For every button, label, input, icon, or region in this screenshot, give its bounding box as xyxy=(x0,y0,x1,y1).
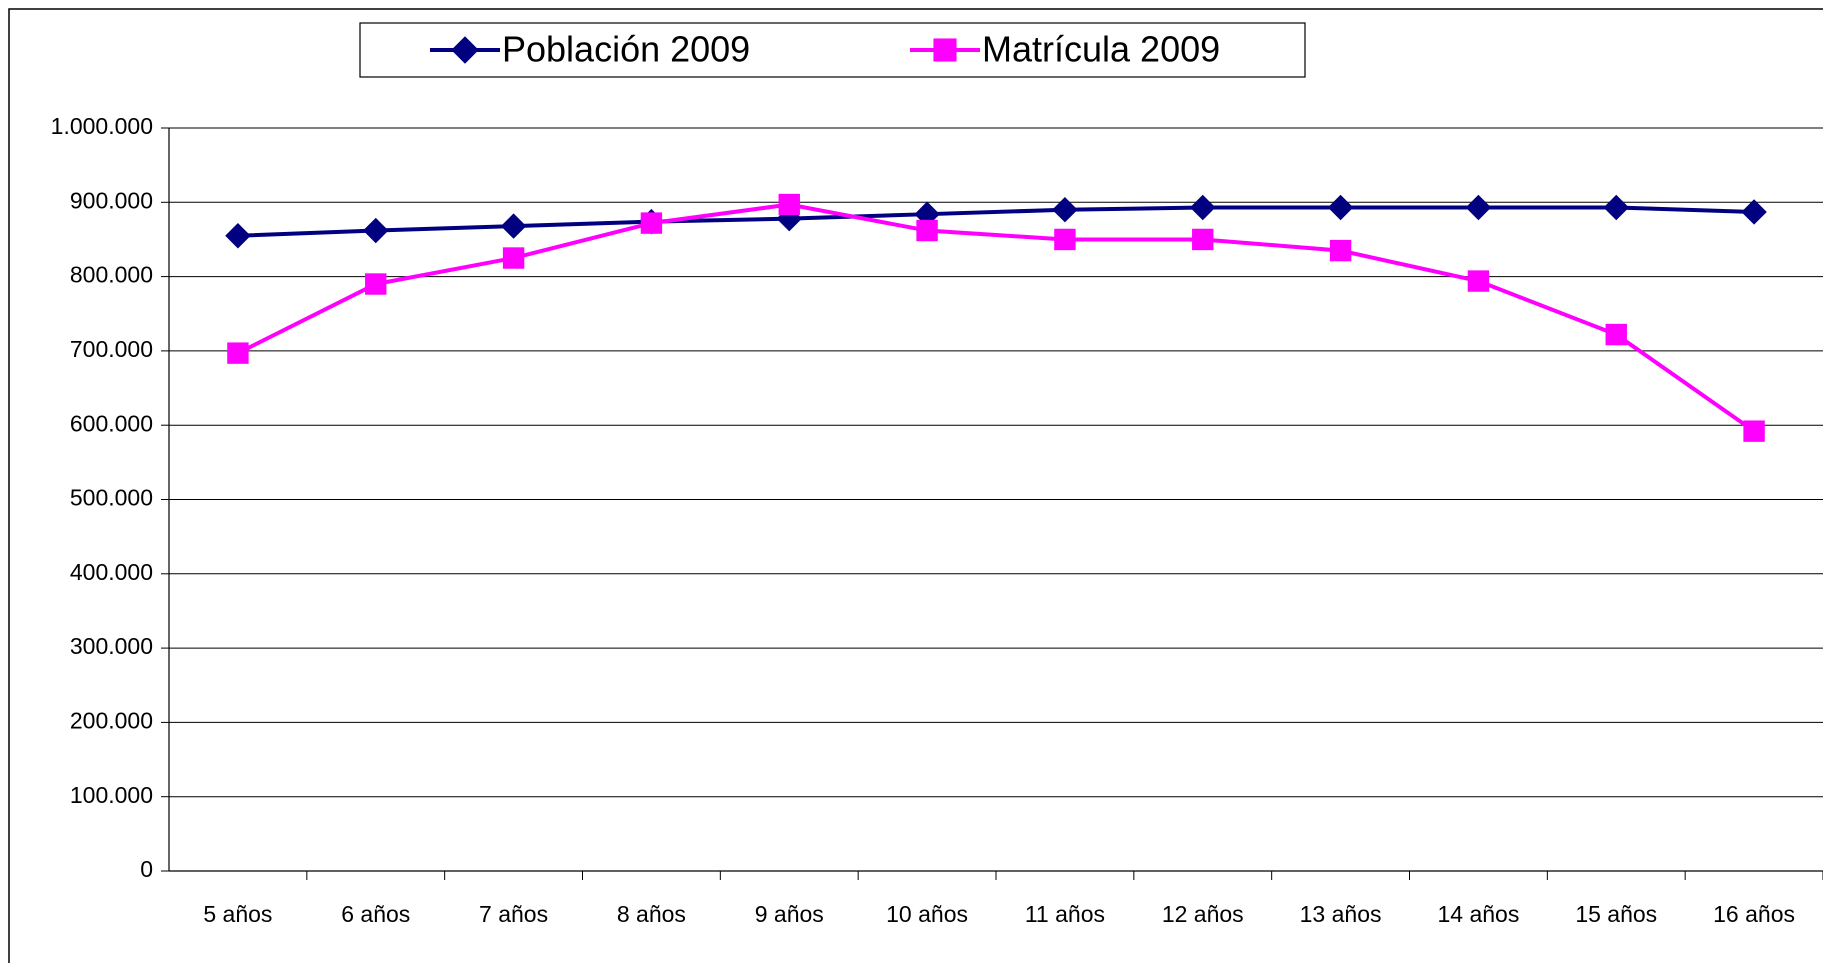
chart-border xyxy=(8,8,1823,968)
legend-marker xyxy=(933,38,957,62)
x-tick-label: 14 años xyxy=(1437,901,1519,927)
data-point xyxy=(1741,199,1767,225)
y-tick-label: 100.000 xyxy=(70,782,153,808)
y-tick-label: 0 xyxy=(140,856,153,882)
data-point xyxy=(1467,270,1490,292)
data-point xyxy=(1603,194,1629,221)
y-tick-label: 500.000 xyxy=(70,485,153,511)
x-tick-label: 8 años xyxy=(617,901,686,927)
data-point xyxy=(1605,323,1627,346)
data-point xyxy=(778,193,800,216)
x-tick-label: 6 años xyxy=(341,901,410,927)
data-point xyxy=(1052,197,1078,223)
legend-marker xyxy=(451,36,479,64)
series-line xyxy=(237,202,1756,433)
x-tick-label: 10 años xyxy=(886,901,968,927)
legend-label: Población 2009 xyxy=(502,29,750,70)
data-point xyxy=(1190,194,1216,221)
data-point xyxy=(227,342,249,364)
x-tick-label: 7 años xyxy=(479,901,548,927)
data-point xyxy=(365,273,387,295)
y-tick-label: 900.000 xyxy=(70,187,153,213)
data-point xyxy=(500,213,527,239)
data-point xyxy=(916,219,938,242)
y-tick-label: 600.000 xyxy=(70,410,153,436)
y-tick-label: 300.000 xyxy=(70,633,153,659)
y-tick-label: 200.000 xyxy=(70,707,153,733)
data-point xyxy=(363,217,389,244)
data-point xyxy=(1465,194,1492,221)
data-point xyxy=(225,223,251,249)
x-tick-label: 16 años xyxy=(1713,901,1795,927)
data-point xyxy=(640,212,663,234)
legend-label: Matrícula 2009 xyxy=(982,29,1220,70)
y-tick-label: 400.000 xyxy=(70,559,153,585)
data-point xyxy=(1743,420,1765,442)
data-point xyxy=(1192,228,1214,251)
y-tick-label: 1.000.000 xyxy=(51,113,153,139)
legend xyxy=(359,22,1306,78)
data-point xyxy=(502,247,525,269)
data-point xyxy=(1327,194,1354,221)
x-tick-label: 15 años xyxy=(1575,901,1657,927)
x-tick-label: 13 años xyxy=(1300,901,1382,927)
x-tick-label: 5 años xyxy=(203,901,272,927)
x-tick-label: 9 años xyxy=(755,901,824,927)
data-point xyxy=(1329,239,1352,262)
series-line xyxy=(237,205,1755,238)
x-tick-label: 12 años xyxy=(1162,901,1244,927)
y-tick-label: 800.000 xyxy=(70,262,153,288)
x-tick-label: 11 años xyxy=(1025,901,1105,927)
y-tick-label: 700.000 xyxy=(70,336,153,362)
data-point xyxy=(1054,228,1076,251)
